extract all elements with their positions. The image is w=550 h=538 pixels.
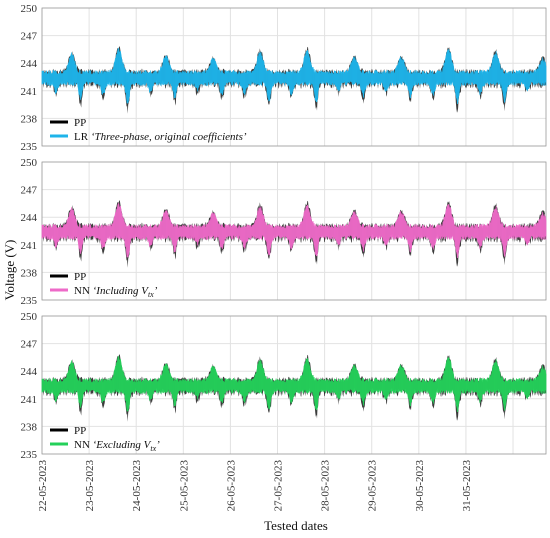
legend-label-pp: PP — [74, 117, 86, 129]
y-tick-label: 238 — [21, 267, 38, 279]
y-tick-label: 250 — [21, 3, 38, 15]
y-tick-label: 235 — [21, 141, 38, 153]
y-tick-label: 241 — [21, 240, 38, 252]
y-tick-label: 247 — [21, 31, 38, 43]
legend-label-model: NN ‘Excluding Vtx’ — [74, 439, 160, 453]
legend-label-pp: PP — [74, 271, 86, 283]
panel-2: 235 238 241 244 247 250 PP NN ‘Including Vtx’ — [21, 157, 547, 307]
y-tick-label: 241 — [21, 394, 38, 406]
y-tick-label: 235 — [21, 449, 38, 461]
legend-label-model: LR ‘Three-phase, original coefficients’ — [74, 131, 247, 143]
panel-3: 235 238 241 244 247 250 PP NN ‘Excluding Vtx’ 22… — [21, 311, 547, 511]
legend: PP NN ‘Excluding Vtx’ — [50, 425, 160, 453]
legend: PP NN ‘Including Vtx’ — [50, 271, 158, 299]
y-tick-label: 250 — [21, 157, 38, 169]
x-tick-label: 26-05-2023 — [225, 460, 237, 512]
x-tick-label: 27-05-2023 — [273, 460, 285, 512]
legend-label-model: NN ‘Including Vtx’ — [74, 285, 158, 299]
y-tick-label: 238 — [21, 421, 38, 433]
x-tick-label: 31-05-2023 — [461, 460, 473, 512]
y-axis-label: Voltage (V) — [2, 240, 17, 301]
x-tick-label: 23-05-2023 — [84, 460, 96, 512]
y-tick-label: 250 — [21, 311, 38, 323]
y-tick-label: 247 — [21, 185, 38, 197]
y-tick-label: 247 — [21, 339, 38, 351]
x-tick-label: 22-05-2023 — [37, 460, 49, 512]
legend-label-pp: PP — [74, 425, 86, 437]
x-tick-label: 25-05-2023 — [178, 460, 190, 512]
y-tick-label: 244 — [21, 212, 38, 224]
legend: PP LR ‘Three-phase, original coefficients… — [50, 117, 247, 143]
y-tick-label: 238 — [21, 113, 38, 125]
y-tick-label: 235 — [21, 295, 38, 307]
x-tick-label: 28-05-2023 — [320, 460, 332, 512]
panel-1: 235 238 241 244 247 250 PP LR ‘Three-phase, ori… — [21, 3, 547, 153]
y-tick-label: 241 — [21, 86, 38, 98]
x-tick-label: 24-05-2023 — [131, 460, 143, 512]
x-tick-label: 29-05-2023 — [367, 460, 379, 512]
x-tick-label: 30-05-2023 — [414, 460, 426, 512]
y-tick-label: 244 — [21, 366, 38, 378]
y-tick-label: 244 — [21, 58, 38, 70]
x-axis-label: Tested dates — [264, 518, 328, 533]
